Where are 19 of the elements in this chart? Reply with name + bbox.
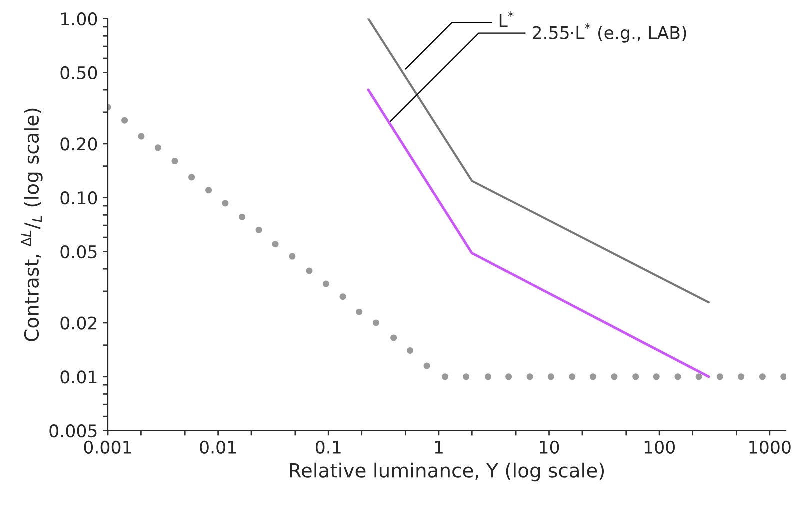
x-tick-label: 0.01	[200, 440, 236, 454]
y-tick-label: 0.50	[60, 66, 98, 80]
x-tick-label: 1	[435, 441, 443, 454]
x-tick-label: 0.001	[84, 440, 132, 454]
x-axis-title: Relative luminance, Y (log scale)	[290, 462, 604, 482]
x-tick-label: 100	[644, 440, 675, 454]
x-tick-label: 10	[540, 440, 560, 454]
annotation: L$^{*}$	[500, 12, 514, 28]
y-tick-label: 0.20	[60, 138, 98, 151]
y-axis-title: Contrast, $^{ΔL}$/$_{L}$ (log scale)	[21, 108, 43, 342]
annotation: 2.55·L$^{*}$ (e.g., LAB)	[532, 24, 686, 43]
y-tick-label: 1.00	[62, 12, 98, 26]
y-tick-label: 0.02	[60, 316, 97, 330]
y-tick-label: 0.10	[60, 192, 98, 205]
y-tick-label: 0.05	[60, 245, 97, 259]
x-tick-label: 1000	[750, 440, 791, 454]
y-tick-label: 0.005	[50, 424, 97, 438]
x-tick-label: 0.1	[316, 440, 341, 454]
y-tick-label: 0.01	[60, 370, 97, 384]
